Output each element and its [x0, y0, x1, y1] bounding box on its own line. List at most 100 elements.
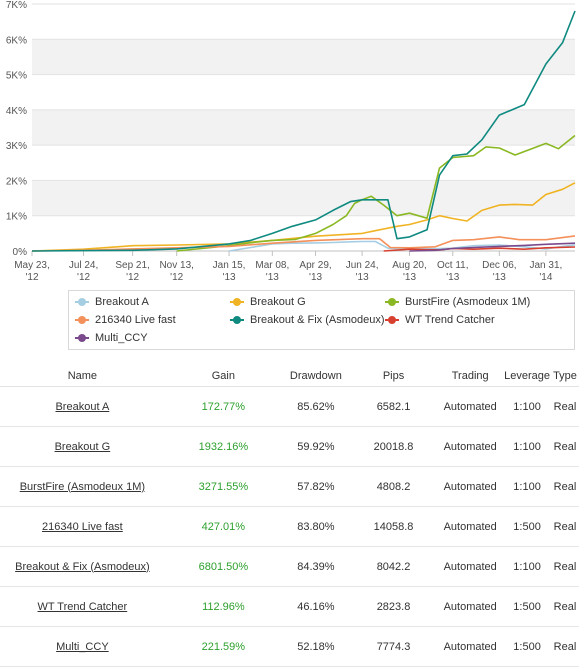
trading-cell: Automated [437, 466, 504, 507]
table-row: Breakout G 1932.16% 59.92% 20018.8 Autom… [0, 426, 579, 467]
y-tick-label: 7K% [6, 0, 27, 11]
series-line [31, 182, 576, 252]
pips-cell: 4808.2 [349, 466, 438, 507]
grid-band [32, 180, 575, 216]
x-tick-label: Oct 11, [437, 260, 469, 271]
chart-legend: Breakout A Breakout G BurstFire (Asmodeu… [68, 290, 575, 350]
legend-label: Breakout & Fix (Asmodeux) [250, 314, 385, 326]
x-tick-label-year: '14 [539, 272, 552, 283]
leverage-cell: 1:500 [503, 586, 551, 627]
x-tick-label-year: '13 [309, 272, 322, 283]
gain-cell: 172.77% [164, 386, 282, 427]
legend-marker-icon [385, 297, 399, 307]
drawdown-cell: 83.80% [281, 506, 350, 547]
legend-label: 216340 Live fast [95, 314, 176, 326]
pips-cell: 2823.8 [349, 586, 438, 627]
system-name-link[interactable]: BurstFire (Asmodeux 1M) [19, 480, 146, 493]
type-cell: Real [550, 546, 579, 587]
y-tick-label: 0% [13, 247, 28, 258]
drawdown-cell: 85.62% [281, 386, 350, 427]
x-tick-label: Dec 06, [482, 260, 516, 271]
gain-cell: 1932.16% [164, 426, 282, 467]
x-tick-label-year: '13 [493, 272, 506, 283]
leverage-cell: 1:100 [503, 426, 551, 467]
x-tick-label: Mar 08, [255, 260, 289, 271]
series-line [383, 246, 576, 252]
column-header-name[interactable]: Name [0, 366, 165, 387]
x-tick-label: Nov 13, [159, 260, 193, 271]
x-tick-label-year: '12 [126, 272, 139, 283]
x-tick-label: Jun 24, [346, 260, 379, 271]
legend-label: Multi_CCY [95, 332, 148, 344]
x-tick-label: Aug 20, [392, 260, 426, 271]
y-tick-label: 6K% [6, 35, 27, 46]
type-cell: Real [550, 586, 579, 627]
x-tick-label-year: '13 [223, 272, 236, 283]
legend-marker-icon [75, 315, 89, 325]
series-line [409, 242, 576, 252]
column-header-trading[interactable]: Trading [437, 366, 504, 387]
series-line [31, 235, 576, 252]
legend-label: WT Trend Catcher [405, 314, 495, 326]
x-tick-label: Jul 24, [69, 260, 98, 271]
gain-cell: 3271.55% [164, 466, 282, 507]
series-line [31, 10, 576, 252]
trading-cell: Automated [437, 386, 504, 427]
trading-cell: Automated [437, 546, 504, 587]
trading-cell: Automated [437, 506, 504, 547]
x-tick-label-year: '13 [446, 272, 459, 283]
table-row: BurstFire (Asmodeux 1M) 3271.55% 57.82% … [0, 466, 579, 507]
x-tick-label-year: '13 [356, 272, 369, 283]
drawdown-cell: 59.92% [281, 426, 350, 467]
column-header-type[interactable]: Type [550, 366, 579, 387]
column-header-drawdown[interactable]: Drawdown [281, 366, 350, 387]
drawdown-cell: 46.16% [281, 586, 350, 627]
drawdown-cell: 84.39% [281, 546, 350, 587]
y-tick-label: 4K% [6, 106, 27, 117]
x-tick-label-year: '12 [170, 272, 183, 283]
y-tick-label: 2K% [6, 176, 27, 187]
x-tick-label-year: '13 [266, 272, 279, 283]
system-name-link[interactable]: Breakout G [54, 440, 111, 453]
leverage-cell: 1:100 [503, 386, 551, 427]
type-cell: Real [550, 386, 579, 427]
system-name-link[interactable]: Breakout A [55, 400, 110, 413]
table-row: WT Trend Catcher 112.96% 46.16% 2823.8 A… [0, 586, 579, 627]
legend-label: Breakout G [250, 296, 306, 308]
x-tick-label-year: '12 [77, 272, 90, 283]
gain-cell: 427.01% [164, 506, 282, 547]
trading-cell: Automated [437, 626, 504, 667]
column-header-gain[interactable]: Gain [164, 366, 282, 387]
pips-cell: 20018.8 [349, 426, 438, 467]
series-line [228, 240, 576, 252]
table-row: Breakout & Fix (Asmodeux) 6801.50% 84.39… [0, 546, 579, 587]
x-tick-label: Jan 31, [529, 260, 562, 271]
trading-cell: Automated [437, 586, 504, 627]
type-cell: Real [550, 466, 579, 507]
type-cell: Real [550, 626, 579, 667]
table-row: Multi_CCY 221.59% 52.18% 7774.3 Automate… [0, 626, 579, 667]
series-line [176, 134, 576, 252]
legend-marker-icon [230, 315, 244, 325]
leverage-cell: 1:500 [503, 506, 551, 547]
system-name-link[interactable]: 216340 Live fast [42, 520, 123, 533]
column-header-leverage[interactable]: Leverage [503, 366, 551, 387]
legend-marker-icon [385, 315, 399, 325]
gain-cell: 112.96% [164, 586, 282, 627]
leverage-cell: 1:100 [503, 466, 551, 507]
system-name-link[interactable]: WT Trend Catcher [37, 600, 128, 613]
system-name-link[interactable]: Multi_CCY [56, 640, 109, 653]
column-header-pips[interactable]: Pips [349, 366, 438, 387]
x-tick-label: Sep 21, [115, 260, 149, 271]
x-tick-label-year: '13 [403, 272, 416, 283]
legend-label: BurstFire (Asmodeux 1M) [405, 296, 531, 308]
legend-label: Breakout A [95, 296, 149, 308]
table-row: 216340 Live fast 427.01% 83.80% 14058.8 … [0, 506, 579, 547]
leverage-cell: 1:100 [503, 546, 551, 587]
table-header-row: Name Gain Drawdown Pips Trading Leverage… [0, 366, 579, 387]
type-cell: Real [550, 506, 579, 547]
system-name-link[interactable]: Breakout & Fix (Asmodeux) [15, 560, 150, 573]
x-tick-label: May 23, [14, 260, 50, 271]
y-tick-label: 5K% [6, 71, 27, 82]
y-tick-label: 1K% [6, 212, 27, 223]
